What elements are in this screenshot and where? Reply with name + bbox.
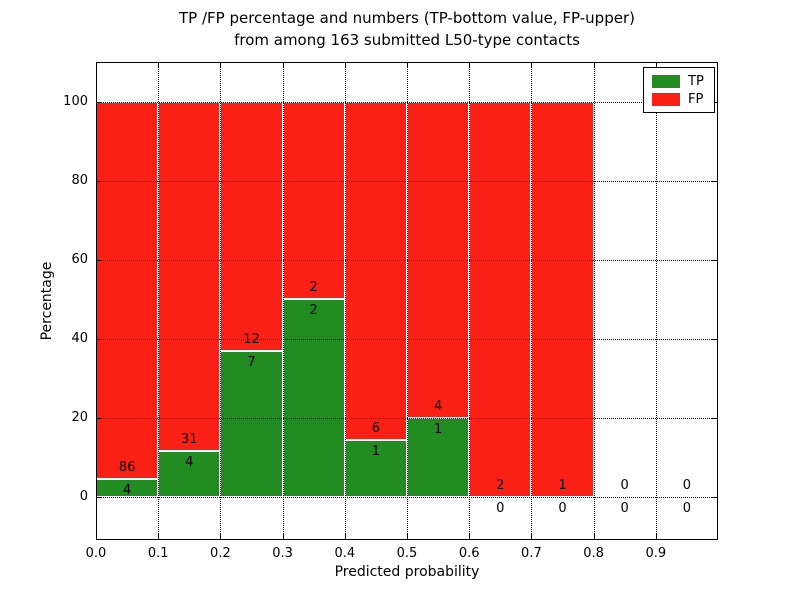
- x-tick-bottom: [593, 534, 595, 539]
- x-tick-bottom: [531, 534, 533, 539]
- legend-item-fp: FP: [652, 91, 714, 107]
- fp-count-label: 1: [558, 477, 567, 493]
- y-tick-left: [97, 259, 102, 261]
- x-tick-label: 0.2: [210, 546, 231, 561]
- x-gridline: [531, 62, 533, 540]
- y-tick-label: 80: [71, 172, 88, 188]
- fp-count-label: 0: [682, 477, 692, 493]
- y-tick-right: [712, 259, 717, 261]
- fp-count-label: 86: [118, 459, 136, 475]
- fp-count-label: 0: [620, 477, 629, 493]
- x-tick-bottom: [469, 534, 471, 539]
- x-gridline: [407, 62, 408, 540]
- tp-count-label: 7: [247, 355, 256, 370]
- y-tick-right: [712, 338, 717, 340]
- tp-count-label: 0: [682, 500, 692, 516]
- y-tick-left: [97, 496, 102, 498]
- tp-count-label: 2: [309, 303, 318, 319]
- tp-count-label: 4: [122, 482, 132, 498]
- x-tick-label: 0.1: [147, 546, 169, 561]
- y-tick-right: [712, 417, 717, 419]
- x-gridline: [655, 62, 657, 540]
- x-tick-label: 0.5: [396, 546, 418, 561]
- tp-count-label: 4: [185, 455, 194, 471]
- tp-count-label: 1: [371, 444, 381, 460]
- x-tick-bottom: [655, 534, 657, 539]
- x-tick-top: [593, 63, 595, 68]
- y-tick-left: [97, 417, 102, 419]
- x-tick-bottom: [282, 534, 284, 539]
- y-tick-right: [712, 180, 717, 182]
- y-tick-label: 60: [71, 251, 88, 267]
- y-tick-label: 0: [79, 488, 88, 504]
- x-tick-label: 0.0: [85, 546, 107, 561]
- tp-legend-swatch-icon: [652, 74, 680, 88]
- x-tick-top: [220, 63, 222, 68]
- x-tick-bottom: [158, 534, 160, 539]
- x-gridline: [220, 62, 222, 540]
- legend-item-tp: TP: [652, 73, 714, 89]
- x-gridline: [344, 62, 346, 540]
- fp-bar: [96, 101, 159, 479]
- x-tick-top: [282, 63, 284, 68]
- y-tick-left: [97, 338, 102, 340]
- x-gridline: [158, 62, 160, 540]
- fp-count-label: 31: [181, 432, 198, 448]
- chart-title-line2: from among 163 submitted L50-type contac…: [234, 31, 580, 49]
- x-tick-label: 0.4: [334, 546, 356, 561]
- tp-bar: [407, 417, 470, 497]
- fp-legend-label: FP: [688, 91, 704, 107]
- tp-count-label: 0: [558, 500, 567, 516]
- x-gridline: [282, 62, 284, 540]
- y-tick-label: 20: [71, 409, 88, 425]
- legend: TP FP: [643, 67, 715, 113]
- x-tick-label: 0.9: [645, 546, 667, 561]
- tp-bar: [344, 440, 407, 497]
- chart-title: TP /FP percentage and numbers (TP-bottom…: [96, 7, 718, 51]
- x-gridline: [469, 62, 471, 540]
- fp-bar: [158, 101, 221, 452]
- x-tick-bottom: [407, 534, 408, 539]
- chart-title-line1: TP /FP percentage and numbers (TP-bottom…: [179, 9, 635, 27]
- x-tick-label: 0.3: [272, 546, 293, 561]
- x-tick-bottom: [344, 534, 346, 539]
- tp-count-label: 0: [620, 500, 629, 516]
- x-tick-top: [655, 63, 657, 68]
- y-tick-left: [97, 101, 102, 103]
- y-tick-label: 40: [71, 330, 88, 346]
- x-gridline: [593, 62, 595, 540]
- x-tick-label: 0.8: [583, 546, 604, 561]
- y-tick-left: [97, 180, 102, 182]
- fp-count-label: 2: [496, 477, 505, 493]
- fp-bar: [282, 101, 345, 300]
- x-tick-bottom: [96, 534, 97, 539]
- x-tick-top: [158, 63, 160, 68]
- tp-count-label: 1: [433, 421, 443, 437]
- fp-bar: [344, 101, 407, 441]
- x-tick-top: [531, 63, 533, 68]
- x-axis-label: Predicted probability: [334, 564, 480, 580]
- x-tick-top: [469, 63, 471, 68]
- y-tick-label: 100: [63, 93, 88, 109]
- x-tick-top: [344, 63, 346, 68]
- tp-bar: [220, 351, 283, 497]
- x-tick-top: [407, 63, 408, 68]
- fp-count-label: 12: [243, 332, 260, 347]
- x-tick-label: 0.7: [521, 546, 542, 561]
- fp-count-label: 2: [309, 280, 318, 296]
- tp-bar: [282, 299, 345, 497]
- fp-legend-swatch-icon: [652, 92, 680, 106]
- x-tick-top: [96, 63, 97, 68]
- y-tick-right: [712, 496, 717, 498]
- x-tick-bottom: [220, 534, 222, 539]
- x-tick-label: 0.6: [458, 546, 480, 561]
- fp-bar: [531, 101, 594, 497]
- fp-bar: [220, 101, 283, 351]
- tp-legend-label: TP: [688, 73, 704, 89]
- fp-count-label: 6: [371, 421, 381, 437]
- tp-count-label: 0: [496, 500, 505, 516]
- fp-bar: [469, 101, 532, 497]
- fp-count-label: 4: [433, 398, 443, 414]
